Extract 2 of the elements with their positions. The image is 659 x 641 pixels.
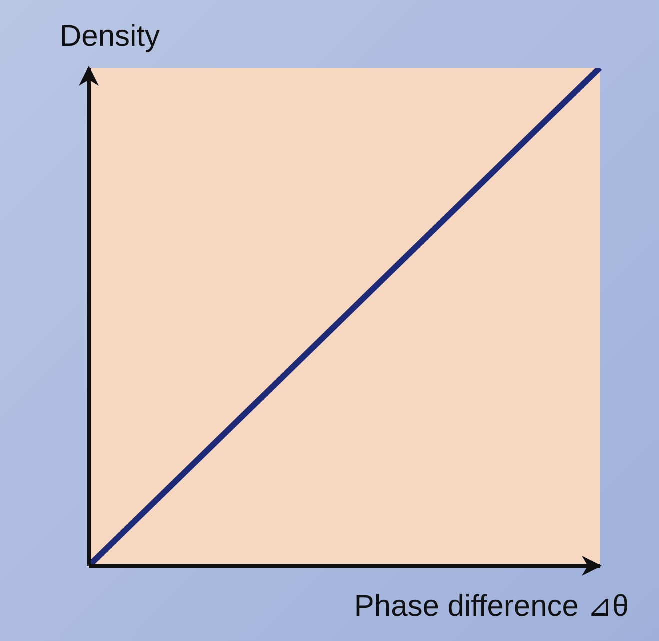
x-axis-title: Phase difference ⊿θ bbox=[354, 589, 629, 624]
y-axis-title: Density bbox=[60, 20, 160, 54]
